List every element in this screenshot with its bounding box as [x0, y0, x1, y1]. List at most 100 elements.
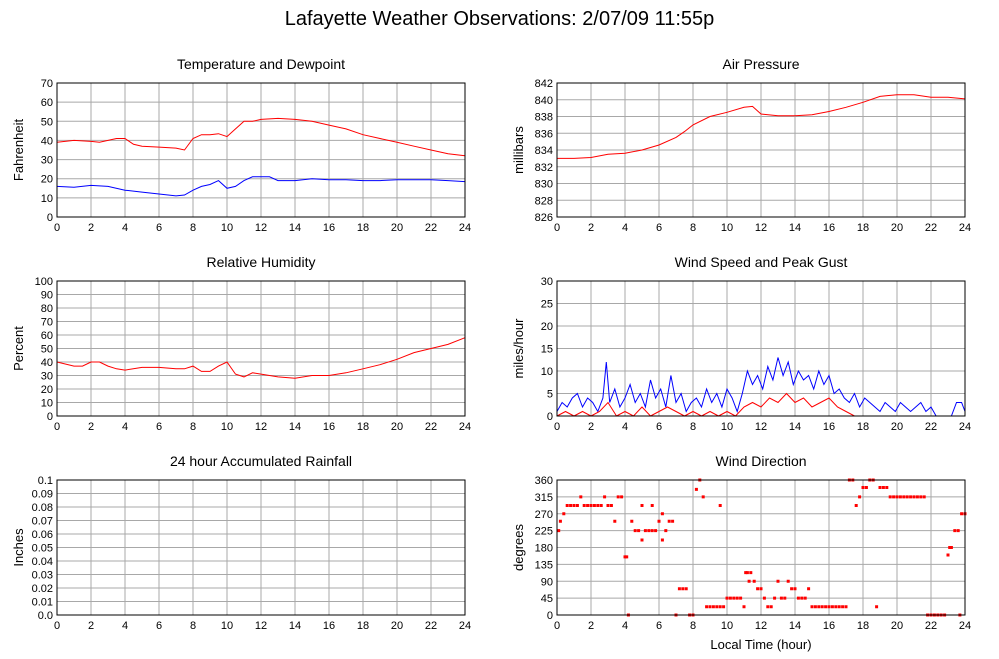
direction-point — [599, 504, 603, 507]
x-tick-label: 8 — [690, 222, 696, 234]
y-tick-label: 70 — [41, 78, 53, 90]
direction-point — [895, 495, 899, 499]
y-tick-label: 90 — [41, 290, 53, 302]
direction-point — [732, 596, 736, 600]
direction-point — [854, 504, 858, 507]
direction-point — [776, 579, 780, 583]
x-tick-label: 18 — [357, 620, 369, 632]
direction-point — [742, 605, 746, 609]
direction-point — [579, 495, 583, 499]
plot-frame — [56, 280, 466, 417]
direction-point — [747, 579, 751, 583]
x-tick-label: 22 — [925, 620, 937, 632]
direction-point — [793, 587, 797, 591]
direction-point — [892, 495, 896, 499]
x-tick-label: 6 — [156, 421, 162, 433]
x-tick-label: 20 — [391, 620, 403, 632]
y-axis-label: degrees — [511, 524, 526, 571]
direction-point — [565, 504, 569, 507]
x-tick-label: 6 — [656, 421, 662, 433]
direction-point — [807, 587, 811, 591]
direction-point — [783, 596, 787, 600]
direction-point — [948, 546, 952, 549]
direction-point — [837, 605, 841, 609]
y-tick-label: 60 — [41, 97, 53, 109]
y-tick-label: 15 — [541, 344, 553, 356]
y-tick-label: 0.07 — [32, 516, 53, 528]
page-title: Lafayette Weather Observations: 2/07/09 … — [284, 8, 715, 30]
y-tick-label: 90 — [541, 576, 553, 588]
x-tick-label: 4 — [622, 421, 628, 433]
direction-point — [786, 579, 790, 583]
direction-point — [875, 605, 879, 609]
x-tick-label: 10 — [221, 620, 233, 632]
direction-point — [905, 495, 909, 499]
y-tick-label: 225 — [535, 526, 553, 538]
y-tick-label: 30 — [41, 371, 53, 383]
direction-point — [813, 605, 817, 609]
direction-point — [647, 529, 651, 533]
x-tick-label: 16 — [823, 421, 835, 433]
x-axis-label: Local Time (hour) — [710, 637, 811, 652]
chart-title: Wind Direction — [715, 453, 806, 469]
y-tick-label: 315 — [535, 492, 553, 504]
direction-point — [902, 495, 906, 499]
direction-point — [718, 504, 722, 507]
plot-frame — [56, 82, 466, 218]
direction-point — [953, 529, 957, 533]
x-tick-label: 22 — [425, 421, 437, 433]
direction-point — [603, 495, 607, 499]
direction-point — [830, 605, 834, 609]
x-tick-label: 18 — [857, 421, 869, 433]
direction-point — [919, 495, 923, 499]
x-tick-label: 2 — [88, 222, 94, 234]
y-tick-label: 80 — [41, 303, 53, 315]
chart-title: Wind Speed and Peak Gust — [675, 254, 848, 270]
direction-point — [878, 486, 882, 489]
plot-frame — [556, 479, 966, 616]
x-tick-label: 12 — [755, 620, 767, 632]
x-tick-label: 2 — [588, 620, 594, 632]
direction-point — [762, 596, 766, 600]
direction-point — [606, 504, 610, 507]
x-tick-label: 22 — [925, 222, 937, 234]
direction-point — [759, 587, 763, 591]
x-tick-label: 14 — [289, 421, 301, 433]
y-tick-label: 0 — [547, 411, 553, 423]
direction-point — [749, 571, 753, 575]
y-tick-label: 20 — [541, 321, 553, 333]
x-tick-label: 18 — [857, 620, 869, 632]
direction-point — [650, 504, 654, 507]
y-tick-label: 50 — [41, 116, 53, 128]
direction-point — [671, 519, 675, 523]
direction-point — [810, 605, 814, 609]
direction-point — [613, 519, 617, 523]
direction-point — [752, 579, 756, 583]
direction-point — [844, 605, 848, 609]
direction-point — [667, 519, 671, 523]
x-tick-label: 22 — [425, 620, 437, 632]
y-tick-label: 135 — [535, 559, 553, 571]
x-tick-label: 12 — [755, 421, 767, 433]
direction-point — [745, 571, 749, 575]
plot-frame — [556, 82, 966, 218]
chart-title: 24 hour Accumulated Rainfall — [170, 453, 352, 469]
x-tick-label: 18 — [357, 222, 369, 234]
direction-point — [885, 486, 889, 489]
x-tick-label: 4 — [122, 421, 128, 433]
y-tick-label: 0 — [547, 610, 553, 622]
direction-point — [620, 495, 624, 499]
direction-point — [582, 504, 586, 507]
x-tick-label: 6 — [656, 222, 662, 234]
y-tick-label: 10 — [41, 193, 53, 205]
y-axis-label: miles/hour — [511, 318, 526, 379]
y-tick-label: 60 — [41, 330, 53, 342]
x-tick-label: 10 — [221, 421, 233, 433]
direction-point — [744, 571, 748, 575]
y-tick-label: 270 — [535, 509, 553, 521]
x-tick-label: 24 — [959, 421, 971, 433]
chart-title: Relative Humidity — [207, 254, 316, 270]
